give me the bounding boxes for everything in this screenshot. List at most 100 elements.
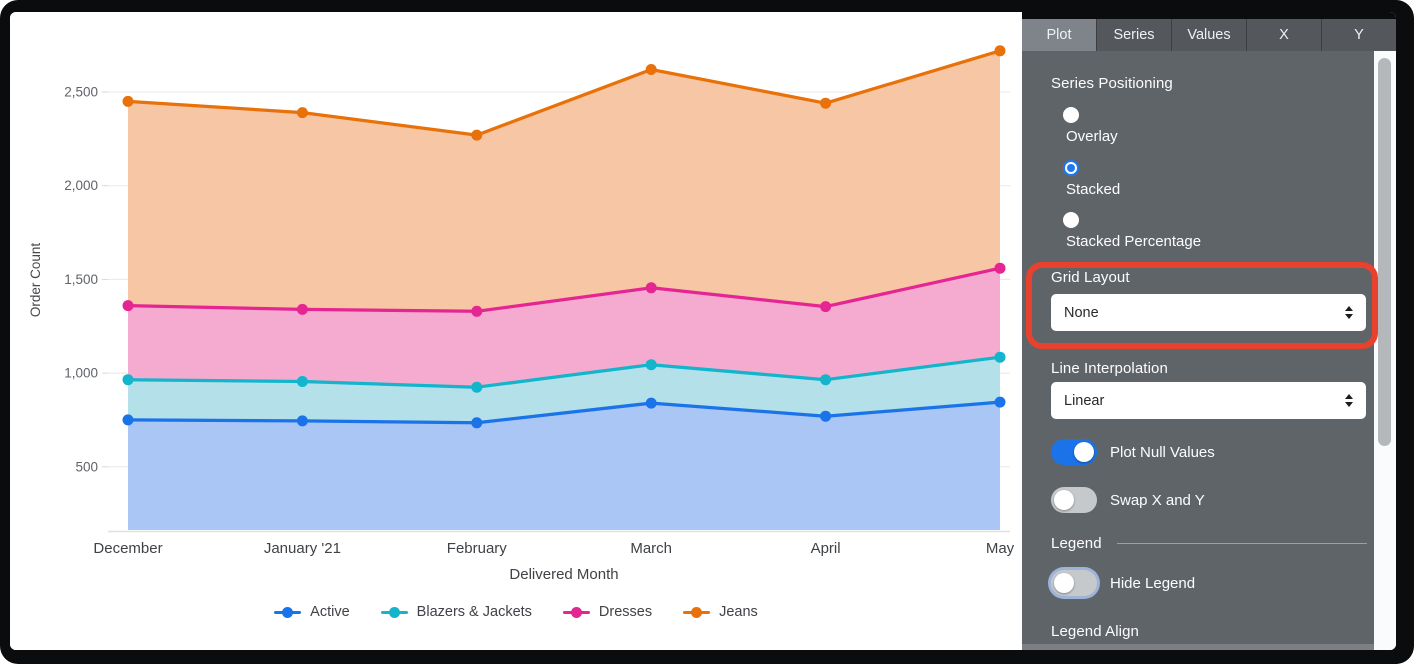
x-axis-title: Delivered Month bbox=[509, 566, 618, 583]
legend-label: Blazers & Jackets bbox=[416, 604, 532, 620]
plot-null-values-row: Plot Null Values bbox=[1051, 439, 1215, 465]
radio-overlay[interactable]: Overlay bbox=[1063, 107, 1118, 145]
legend-section-header-row: Legend bbox=[1051, 535, 1367, 552]
legend-item-dresses[interactable]: Dresses bbox=[562, 604, 653, 620]
legend-item-blazers-jackets[interactable]: Blazers & Jackets bbox=[380, 604, 532, 620]
area-band-blazers-jackets bbox=[128, 357, 1000, 423]
data-point-blazers-jackets-3[interactable] bbox=[645, 359, 657, 371]
x-tick-label: March bbox=[630, 540, 672, 557]
panel-bottom-edge bbox=[1022, 644, 1374, 650]
toggle-knob bbox=[1054, 573, 1074, 593]
data-point-blazers-jackets-5[interactable] bbox=[994, 351, 1006, 363]
series-line-jeans bbox=[126, 49, 1002, 137]
line-interpolation-value: Linear bbox=[1064, 392, 1105, 409]
swap-x-y-label: Swap X and Y bbox=[1110, 491, 1205, 509]
legend-marker-icon bbox=[683, 606, 711, 619]
legend-section-header: Legend bbox=[1051, 535, 1102, 552]
legend-label: Dresses bbox=[598, 604, 653, 620]
data-point-jeans-0[interactable] bbox=[122, 95, 134, 107]
tab-plot[interactable]: Plot bbox=[1022, 19, 1096, 51]
radio-stacked-percentage[interactable]: Stacked Percentage bbox=[1063, 212, 1201, 250]
y-tick-label: 2,500 bbox=[64, 85, 98, 100]
x-tick-label: February bbox=[447, 540, 508, 557]
legend-align-label: Legend Align bbox=[1051, 623, 1139, 640]
chart-legend: Active Blazers & Jackets Dresses Jeans bbox=[10, 604, 1022, 620]
tab-y[interactable]: Y bbox=[1321, 19, 1396, 51]
series-positioning-label: Series Positioning bbox=[1051, 75, 1173, 92]
radio-unselected-icon[interactable] bbox=[1063, 107, 1079, 123]
plot-null-values-label: Plot Null Values bbox=[1110, 443, 1215, 461]
x-tick-label: December bbox=[93, 540, 162, 557]
series-line-blazers-jackets bbox=[126, 355, 1002, 389]
swap-x-y-toggle[interactable] bbox=[1051, 487, 1097, 513]
data-point-dresses-3[interactable] bbox=[645, 282, 657, 294]
radio-stacked[interactable]: Stacked bbox=[1063, 160, 1120, 198]
hide-legend-toggle[interactable] bbox=[1051, 570, 1097, 596]
plot-settings-panel: Series Positioning Overlay Stacked Stacked… bbox=[1022, 51, 1374, 644]
line-interpolation-label: Line Interpolation bbox=[1051, 360, 1168, 377]
data-point-blazers-jackets-2[interactable] bbox=[471, 381, 483, 393]
radio-unselected-icon[interactable] bbox=[1063, 212, 1079, 228]
x-tick-label: May bbox=[986, 540, 1015, 557]
tab-series[interactable]: Series bbox=[1096, 19, 1171, 51]
data-point-active-1[interactable] bbox=[296, 415, 308, 427]
grid-layout-label: Grid Layout bbox=[1051, 269, 1130, 286]
x-tick-label: April bbox=[811, 540, 841, 557]
tab-values[interactable]: Values bbox=[1171, 19, 1246, 51]
data-point-dresses-0[interactable] bbox=[122, 300, 134, 312]
series-line-dresses bbox=[126, 266, 1002, 313]
legend-marker-icon bbox=[562, 606, 590, 619]
data-point-active-3[interactable] bbox=[645, 397, 657, 409]
y-tick-label: 1,000 bbox=[64, 366, 98, 381]
stacked-area-chart: 500 1,000 1,500 2,000 2,500 December January '… bbox=[28, 45, 1015, 583]
grid-layout-value: None bbox=[1064, 304, 1099, 321]
panel-scrollbar-thumb[interactable] bbox=[1378, 58, 1391, 446]
legend-item-active[interactable]: Active bbox=[274, 604, 350, 620]
area-band-jeans bbox=[128, 50, 1000, 312]
data-point-blazers-jackets-1[interactable] bbox=[296, 376, 308, 387]
data-point-active-2[interactable] bbox=[471, 417, 483, 429]
legend-label: Jeans bbox=[719, 604, 758, 620]
hide-legend-label: Hide Legend bbox=[1110, 574, 1196, 592]
toggle-knob bbox=[1074, 442, 1094, 462]
data-point-active-0[interactable] bbox=[122, 414, 134, 426]
area-band-dresses bbox=[128, 268, 1000, 388]
data-point-dresses-2[interactable] bbox=[471, 305, 483, 317]
plot-null-values-toggle[interactable] bbox=[1051, 439, 1097, 465]
data-point-blazers-jackets-0[interactable] bbox=[122, 374, 134, 386]
data-point-blazers-jackets-4[interactable] bbox=[820, 374, 832, 386]
y-tick-label: 500 bbox=[75, 459, 98, 474]
legend-marker-icon bbox=[380, 606, 408, 619]
data-point-jeans-1[interactable] bbox=[296, 107, 308, 119]
y-tick-label: 1,500 bbox=[64, 272, 98, 287]
data-point-active-5[interactable] bbox=[994, 396, 1006, 408]
y-axis-title: Order Count bbox=[28, 243, 43, 318]
toggle-knob bbox=[1054, 490, 1074, 510]
legend-item-jeans[interactable]: Jeans bbox=[683, 604, 758, 620]
series-line-active bbox=[126, 400, 1002, 425]
data-point-active-4[interactable] bbox=[820, 410, 832, 422]
legend-marker-icon bbox=[274, 606, 302, 619]
y-tick-label: 2,000 bbox=[64, 178, 98, 193]
data-point-dresses-1[interactable] bbox=[296, 303, 308, 315]
line-interpolation-select[interactable]: Linear bbox=[1051, 382, 1366, 419]
data-point-jeans-5[interactable] bbox=[994, 45, 1006, 57]
data-point-jeans-4[interactable] bbox=[820, 97, 832, 109]
grid-layout-select[interactable]: None bbox=[1051, 294, 1366, 331]
data-point-jeans-2[interactable] bbox=[471, 129, 483, 141]
legend-label: Active bbox=[310, 604, 350, 620]
hide-legend-row: Hide Legend bbox=[1051, 570, 1195, 596]
tab-x[interactable]: X bbox=[1246, 19, 1321, 51]
radio-label: Overlay bbox=[1066, 128, 1118, 145]
data-point-dresses-5[interactable] bbox=[994, 262, 1006, 274]
area-band-active bbox=[128, 402, 1000, 530]
data-point-dresses-4[interactable] bbox=[820, 301, 832, 313]
data-point-jeans-3[interactable] bbox=[645, 64, 657, 75]
swap-x-y-row: Swap X and Y bbox=[1051, 487, 1205, 513]
panel-top-edge bbox=[1022, 12, 1396, 19]
app-window: 500 1,000 1,500 2,000 2,500 December January '… bbox=[10, 12, 1396, 650]
select-updown-icon bbox=[1345, 394, 1353, 407]
radio-selected-icon[interactable] bbox=[1063, 160, 1079, 176]
select-updown-icon bbox=[1345, 306, 1353, 319]
